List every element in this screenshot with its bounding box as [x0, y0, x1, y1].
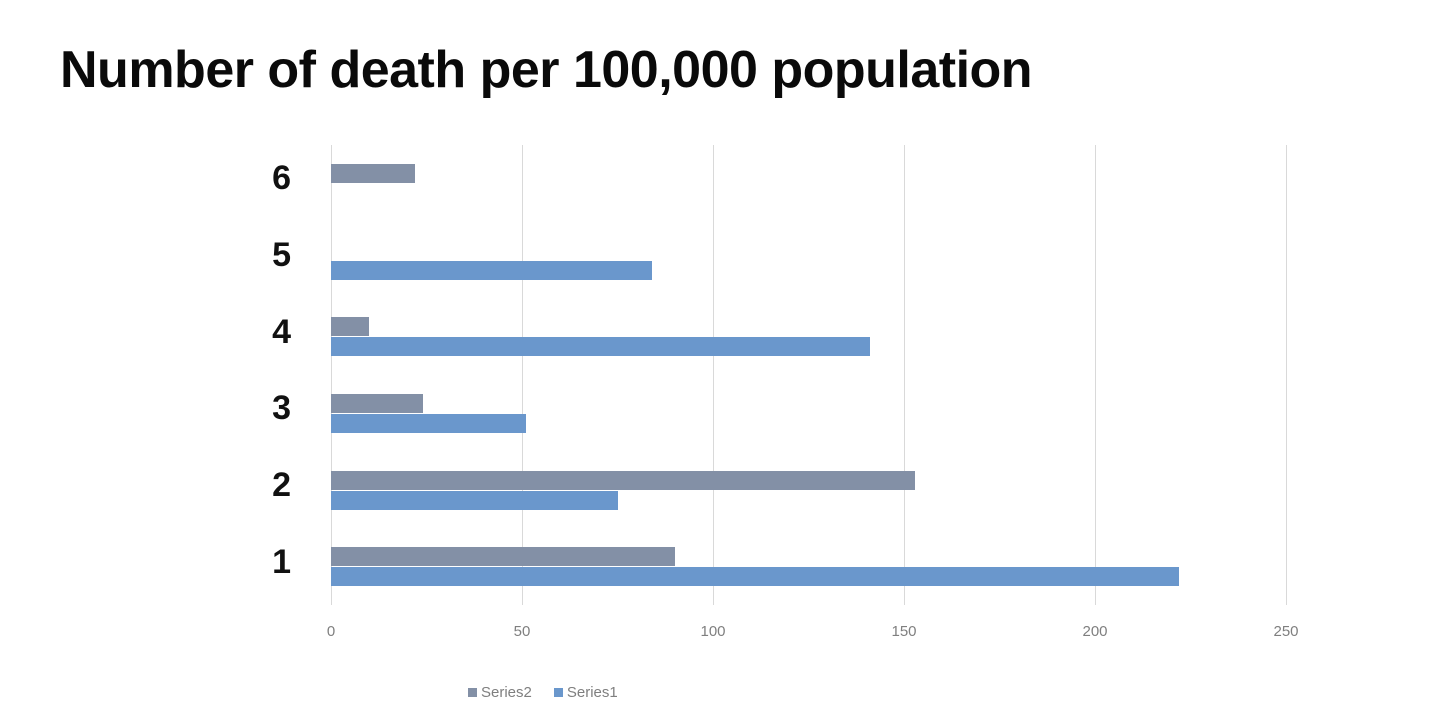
legend: Series2 Series1 — [468, 684, 618, 701]
category-label: 1 — [272, 542, 291, 581]
bar-series1-cat-1 — [331, 567, 1180, 587]
gridline — [331, 145, 332, 605]
legend-label-series2: Series2 — [481, 684, 532, 701]
legend-item-series1: Series1 — [553, 684, 618, 701]
bar-series2-cat-4 — [331, 317, 370, 337]
bar-series2-cat-2 — [331, 470, 916, 490]
bar-series2-cat-6 — [331, 163, 416, 183]
x-tick-label: 150 — [891, 623, 917, 640]
x-tick-label: 250 — [1273, 623, 1299, 640]
category-label: 5 — [272, 236, 291, 274]
bar-series2-cat-1 — [331, 547, 675, 567]
series1-swatch-icon — [553, 688, 563, 697]
gridline — [904, 145, 905, 605]
chart-title: Number of death per 100,000 population — [60, 41, 1033, 99]
gridline — [1095, 145, 1096, 605]
bar-series1-cat-3 — [331, 413, 526, 433]
gridline — [522, 145, 523, 605]
x-tick-label: 50 — [513, 623, 531, 640]
category-label: 4 — [272, 312, 291, 351]
legend-item-series2: Series2 — [468, 684, 532, 701]
bar-series1-cat-4 — [331, 337, 870, 357]
gridline — [1286, 145, 1287, 605]
legend-label-series1: Series1 — [566, 684, 618, 701]
plot-area — [331, 145, 1287, 605]
x-tick-label: 100 — [700, 623, 726, 640]
bar-series2-cat-3 — [331, 393, 423, 413]
gridline — [713, 145, 714, 605]
category-label: 6 — [272, 159, 291, 198]
category-label: 2 — [272, 466, 291, 504]
bar-series1-cat-2 — [331, 490, 618, 510]
bar-series1-cat-5 — [331, 260, 652, 280]
x-tick-label: 0 — [326, 623, 336, 640]
x-tick-label: 200 — [1082, 623, 1108, 640]
series2-swatch-icon — [468, 688, 477, 697]
category-label: 3 — [272, 389, 291, 428]
